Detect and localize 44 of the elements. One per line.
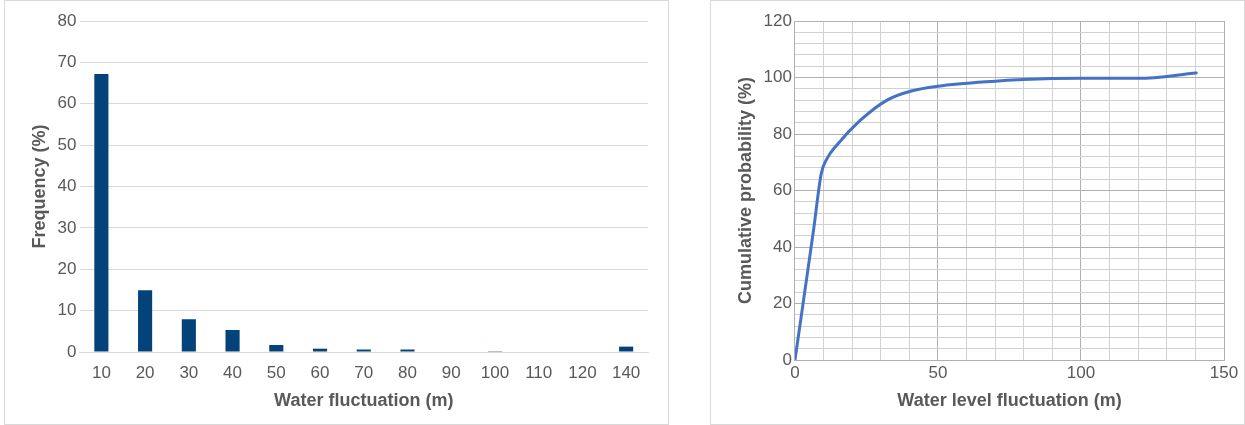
x-tick-label: 140: [611, 362, 641, 382]
y-tick-label: 80: [773, 123, 792, 143]
x-tick-label: 120: [568, 362, 597, 382]
y-tick-label: 40: [773, 236, 792, 256]
bar: [94, 73, 109, 352]
bar: [619, 346, 634, 352]
bar: [312, 348, 328, 352]
y-axis-title: Cumulative probability (%): [734, 76, 755, 305]
y-tick-label: 80: [57, 10, 77, 30]
x-tick-label: 110: [525, 362, 553, 382]
x-tick-label: 50: [266, 362, 286, 382]
y-tick-label: 10: [57, 300, 77, 320]
x-tick-label: 150: [1209, 362, 1239, 382]
y-tick-label: 20: [773, 293, 792, 313]
y-tick-label: 50: [57, 134, 77, 154]
x-axis-title: Water level fluctuation (m): [897, 390, 1122, 411]
y-tick-label: 100: [763, 67, 792, 87]
y-tick-label: 120: [763, 10, 792, 30]
x-tick-label: 40: [223, 362, 243, 382]
y-tick-label: 0: [782, 349, 792, 369]
x-tick-label: 100: [480, 362, 510, 382]
x-tick-label: 80: [398, 362, 417, 382]
y-tick-label: 60: [773, 180, 792, 200]
bar: [181, 319, 196, 352]
x-tick-label: 20: [135, 362, 155, 382]
y-axis-title: Frequency (%): [28, 124, 49, 249]
y-tick-label: 40: [57, 176, 77, 196]
x-tick-label: 70: [354, 362, 374, 382]
x-tick-label: 90: [441, 362, 461, 382]
x-tick-label: 60: [310, 362, 330, 382]
x-tick-label: 10: [91, 362, 111, 382]
x-tick-label: 30: [179, 362, 199, 382]
bar: [225, 330, 240, 352]
y-tick-label: 60: [57, 93, 77, 113]
bar: [138, 290, 153, 352]
line-series: [794, 71, 1198, 360]
y-tick-label: 30: [57, 217, 77, 237]
y-tick-label: 20: [57, 258, 77, 278]
y-tick-label: 70: [57, 52, 77, 72]
x-tick-label: 50: [928, 362, 948, 382]
y-tick-label: 0: [67, 341, 77, 361]
x-tick-label: 100: [1066, 362, 1096, 382]
bar: [269, 344, 284, 352]
x-axis-title: Water fluctuation (m): [274, 390, 454, 411]
